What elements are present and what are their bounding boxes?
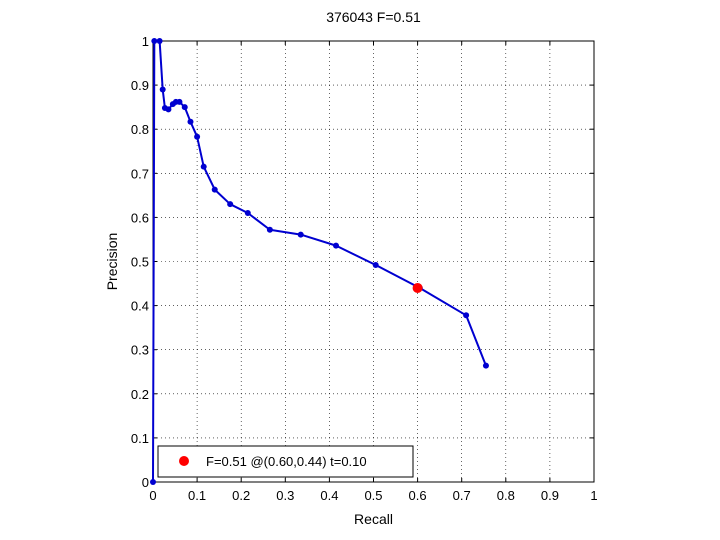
y-tick-label: 0	[142, 475, 149, 490]
tick-labels: 0 0.1 0.2 0.3 0.4 0.5 0.6 0.7 0.8 0.9 1 0 0.1 0.2 0.3 0…	[131, 34, 598, 503]
y-tick-label: 0.1	[131, 431, 149, 446]
x-tick-label: 0.9	[541, 488, 559, 503]
pr-curve-point	[333, 242, 340, 249]
y-tick-label: 0.5	[131, 255, 149, 270]
pr-curve-point	[194, 133, 201, 140]
x-tick-label: 0	[149, 488, 156, 503]
pr-curve-point	[181, 104, 188, 111]
pr-curve-point	[266, 226, 273, 233]
pr-curve-point	[150, 479, 156, 485]
y-tick-label: 0.2	[131, 387, 149, 402]
y-tick-label: 0.4	[131, 299, 149, 314]
pr-curve-point	[482, 362, 489, 369]
x-tick-label: 0.5	[364, 488, 382, 503]
x-axis-label: Recall	[354, 511, 393, 527]
x-tick-label: 0.2	[232, 488, 250, 503]
pr-curve-point	[165, 106, 172, 113]
x-tick-label: 0.7	[453, 488, 471, 503]
grid-lines	[153, 41, 594, 482]
pr-curve-point	[156, 38, 163, 44]
y-tick-label: 0.8	[131, 122, 149, 137]
pr-curve-point	[151, 38, 158, 44]
x-tick-label: 0.6	[409, 488, 427, 503]
legend: F=0.51 @(0.60,0.44) t=0.10	[157, 445, 414, 478]
x-tick-label: 1	[590, 488, 597, 503]
x-tick-label: 0.8	[497, 488, 515, 503]
best-f-point	[412, 282, 423, 293]
pr-curve-point	[211, 186, 218, 193]
x-tick-label: 0.1	[188, 488, 206, 503]
pr-curve-point	[159, 86, 166, 93]
y-tick-label: 1	[142, 34, 149, 49]
x-tick-label: 0.3	[276, 488, 294, 503]
pr-curve-point	[227, 201, 234, 208]
y-tick-label: 0.6	[131, 210, 149, 225]
legend-marker	[179, 456, 189, 466]
pr-curve-point	[244, 209, 251, 216]
y-axis-label: Precision	[104, 233, 120, 291]
y-tick-label: 0.3	[131, 343, 149, 358]
y-tick-label: 0.7	[131, 166, 149, 181]
y-tick-label: 0.9	[131, 78, 149, 93]
x-tick-label: 0.4	[320, 488, 338, 503]
pr-curve-point	[187, 118, 194, 125]
pr-curve-point	[176, 98, 183, 105]
pr-curve-point	[372, 262, 379, 269]
highlight-group	[412, 282, 423, 293]
pr-curve-point	[297, 231, 304, 238]
legend-box	[157, 445, 414, 478]
pr-curve-point	[200, 163, 207, 170]
pr-curve-point	[463, 312, 470, 319]
chart-title: 376043 F=0.51	[326, 9, 421, 25]
legend-label: F=0.51 @(0.60,0.44) t=0.10	[206, 454, 367, 469]
